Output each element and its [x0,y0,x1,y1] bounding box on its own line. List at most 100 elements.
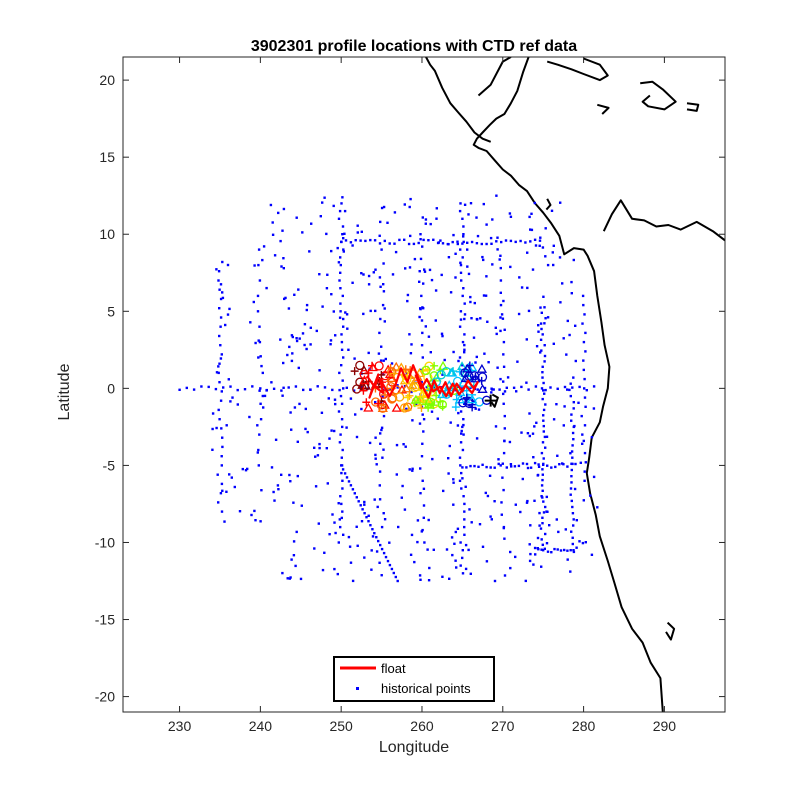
historical-point [225,424,228,427]
historical-point [301,231,304,234]
historical-point [333,398,337,401]
historical-point [442,489,445,493]
historical-point [592,475,596,479]
historical-point [533,546,537,550]
historical-point [469,300,472,304]
historical-point [541,376,544,379]
historical-point [499,291,502,294]
historical-point [574,359,577,363]
historical-point [218,381,221,384]
historical-point [221,260,224,264]
historical-point [271,221,274,224]
y-axis-label: Latitude [56,363,73,420]
historical-point [333,567,336,571]
historical-point [384,357,387,361]
historical-point [459,464,462,467]
historical-point [295,216,298,219]
historical-point [526,286,529,290]
float-marker [401,401,412,411]
historical-point [293,406,297,409]
historical-point [425,385,428,389]
historical-point [463,348,466,351]
historical-point [451,553,454,557]
historical-point [436,417,439,420]
historical-point [221,296,225,300]
historical-point [411,419,414,422]
historical-point [583,377,586,381]
historical-point [294,564,297,568]
historical-point [340,402,344,405]
historical-point [256,451,259,454]
historical-point [330,429,333,432]
historical-point [250,513,253,517]
historical-point [546,464,549,467]
historical-point [339,287,342,290]
historical-point [461,242,464,245]
historical-point [298,402,301,406]
historical-point [558,463,561,466]
historical-point [537,465,541,468]
float-marker [447,367,458,377]
historical-point [543,435,547,439]
historical-point [342,250,345,253]
historical-point [338,279,341,282]
historical-point [473,301,476,305]
historical-point [540,311,543,314]
historical-point [318,442,321,446]
historical-point [570,292,573,295]
historical-point [386,559,390,563]
historical-point [341,448,344,452]
plot-frame [122,56,726,713]
historical-point [540,349,543,352]
float-marker [355,360,365,371]
historical-point [304,427,307,431]
historical-point [377,352,381,355]
historical-point [541,468,544,471]
historical-point [529,466,533,469]
historical-point [295,339,299,343]
historical-point [572,401,575,404]
historical-point [320,411,324,414]
historical-point [373,532,376,535]
historical-point [230,476,233,479]
historical-point [220,390,223,393]
historical-point [435,207,438,210]
float-marker [438,402,447,411]
historical-point [338,388,341,392]
historical-point [553,547,556,551]
historical-point [354,239,357,242]
float-marker [429,401,438,410]
historical-point [463,518,466,521]
historical-point [325,287,329,290]
historical-point [437,241,440,244]
historical-point [370,568,373,571]
historical-point [541,333,544,336]
historical-point [543,360,546,363]
historical-point [461,340,465,344]
historical-point [500,240,503,244]
historical-point [537,330,540,333]
historical-point [217,279,220,282]
historical-point [419,233,422,236]
historical-point [536,547,539,550]
historical-point [520,385,523,389]
historical-point [536,473,540,477]
historical-point [305,347,308,351]
historical-point [339,525,342,529]
historical-point [452,478,455,481]
historical-point [447,243,450,246]
legend-box [333,656,495,702]
historical-point [360,407,363,411]
historical-point [501,462,504,465]
historical-point [509,463,513,466]
historical-point [215,426,218,430]
float-marker [391,402,402,412]
y-tick-label: -20 [95,689,115,705]
historical-point [479,317,482,320]
historical-point [265,286,268,290]
historical-point [502,402,505,405]
historical-point [220,455,223,458]
historical-point [339,433,342,436]
historical-point [509,215,513,218]
historical-point [542,408,546,412]
